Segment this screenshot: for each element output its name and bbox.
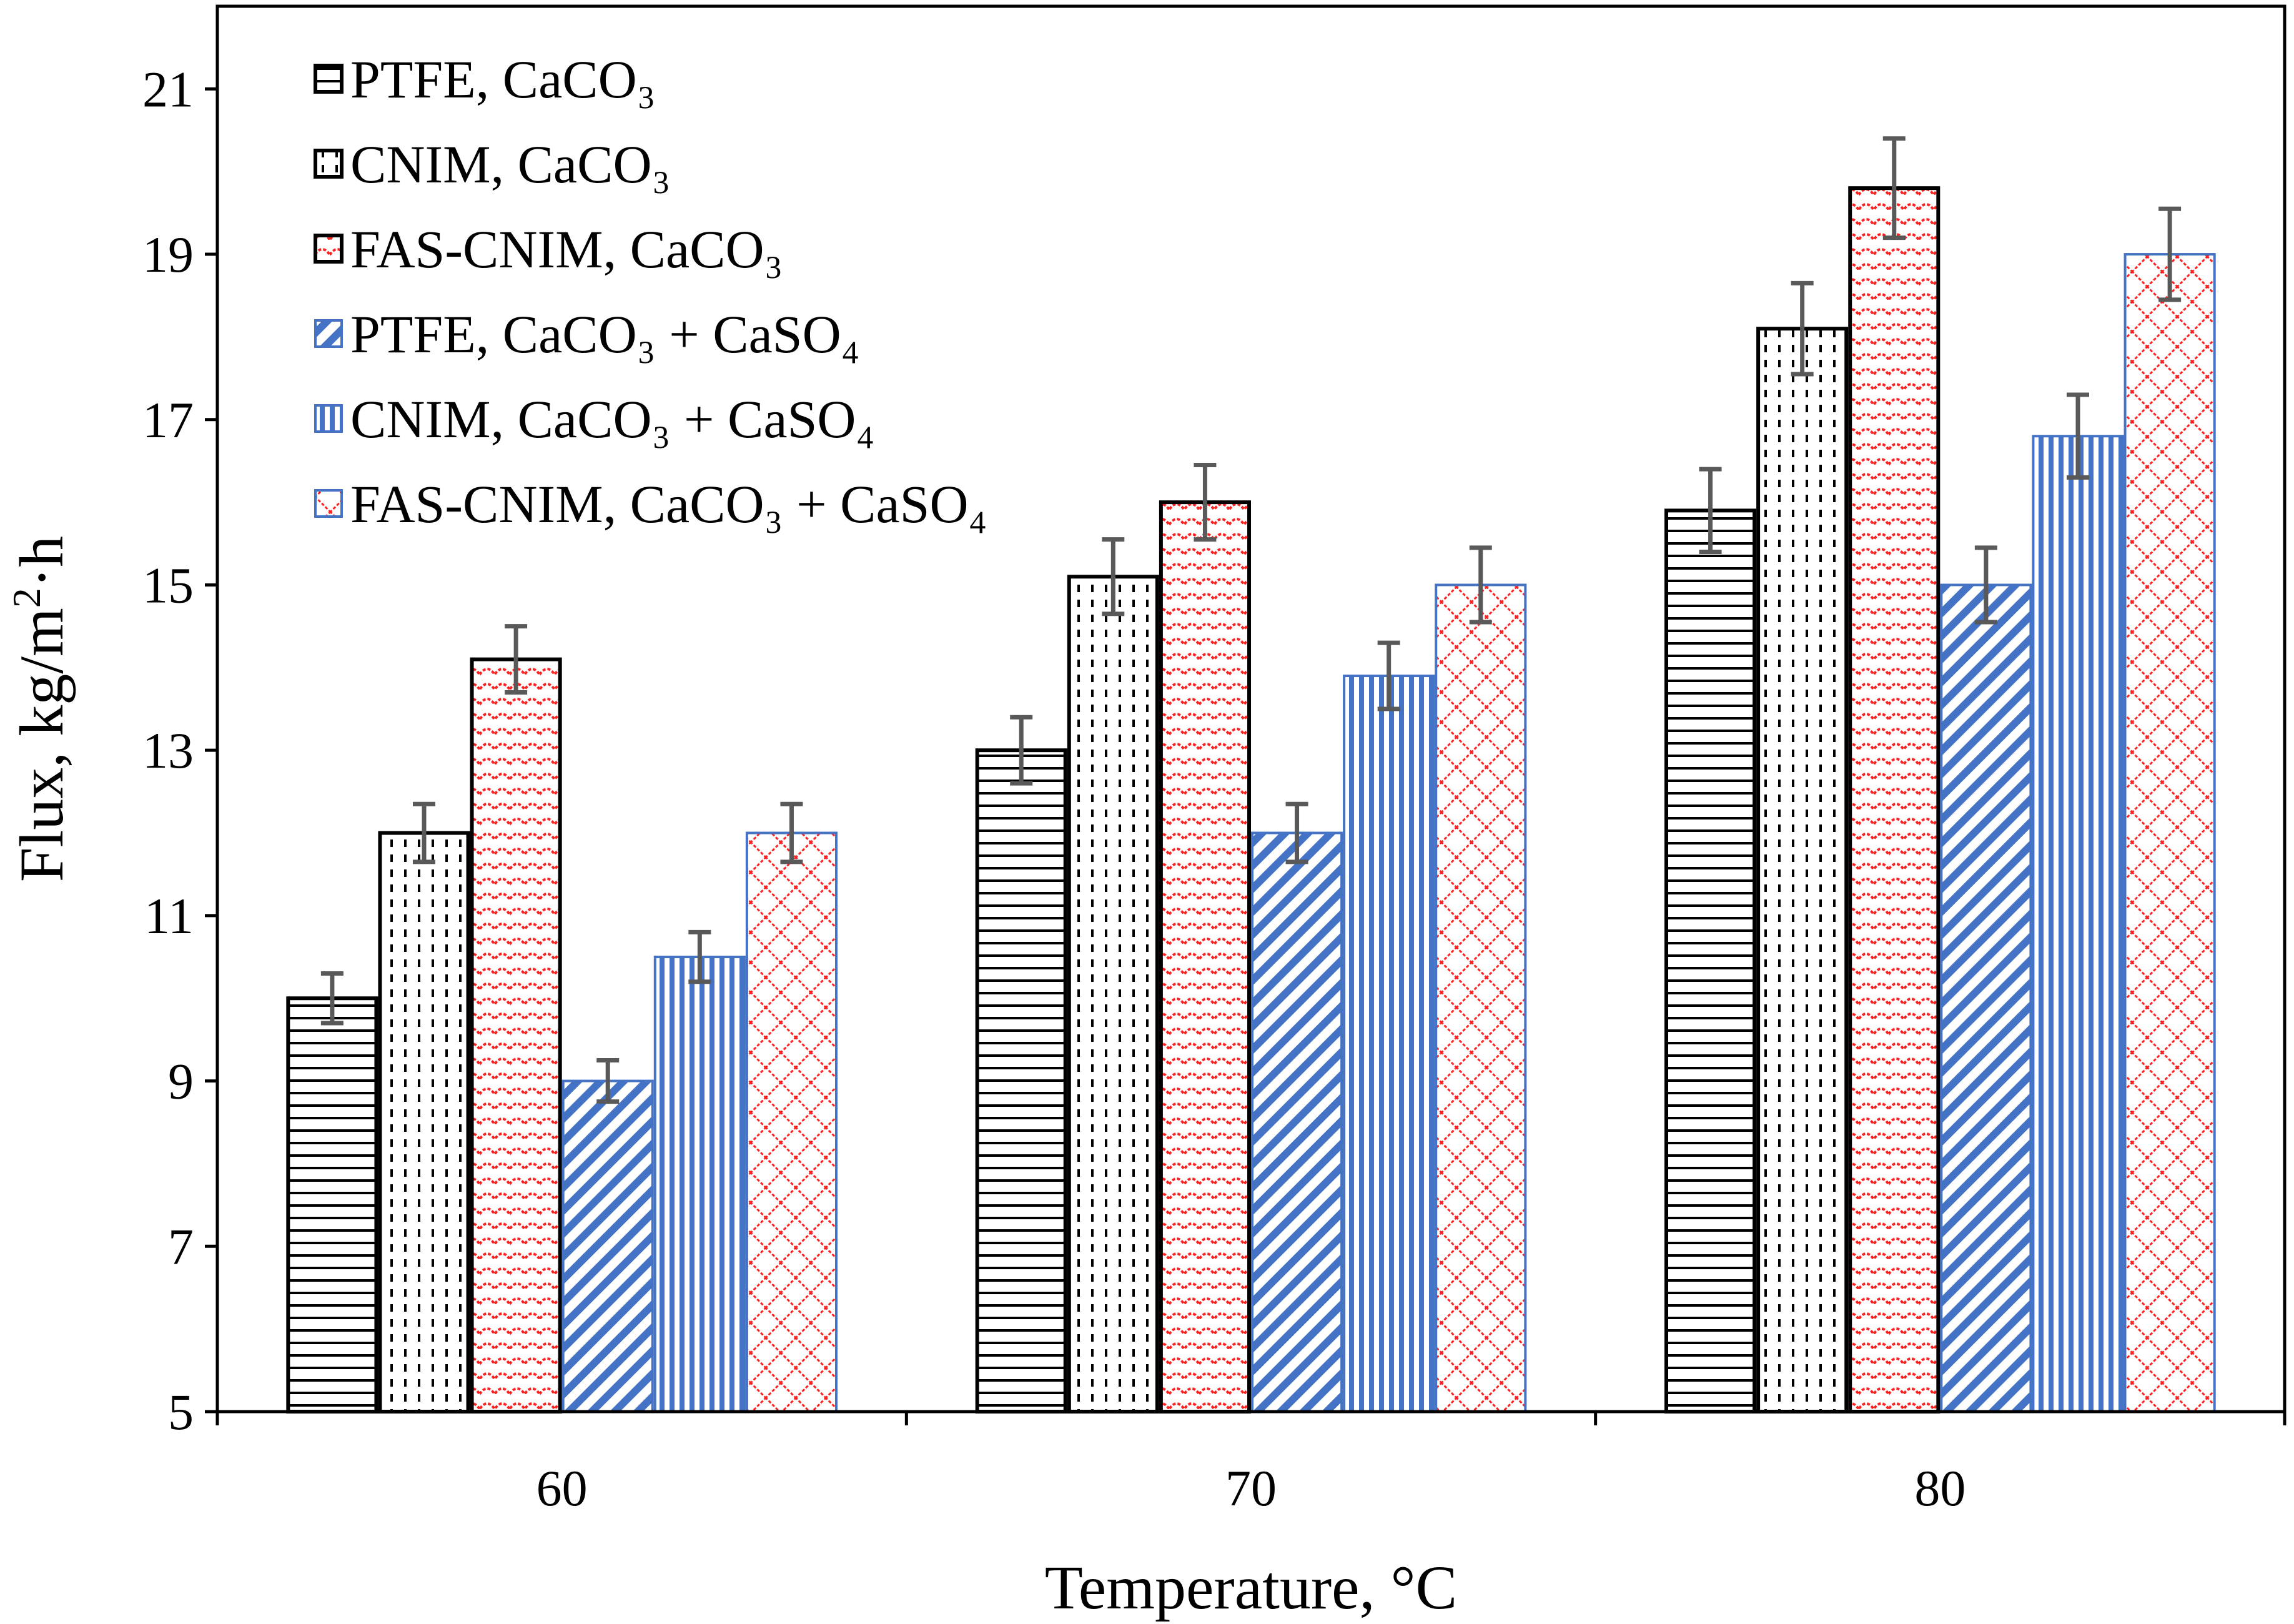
bar-80-series-1: [1664, 508, 1757, 1414]
y-axis-title-main: Flux, kg/m: [7, 608, 76, 882]
y-axis-ticks: 5 7 9 11 13 15 17 19 21: [142, 61, 217, 1440]
bar-70-series-6: [1435, 583, 1527, 1413]
y-tick-label: 13: [142, 722, 194, 779]
y-tick-label: 21: [142, 61, 194, 117]
legend-swatch-series-1: [314, 64, 344, 94]
bar-70-series-1: [975, 748, 1067, 1414]
bar-60-series-4: [561, 1079, 654, 1413]
bar-70-series-2: [1067, 575, 1159, 1414]
bar-80-series-5: [2032, 435, 2124, 1413]
legend-swatch-series-2: [314, 149, 344, 179]
bar-80-series-3: [1848, 186, 1941, 1414]
y-tick-label: 19: [142, 226, 194, 283]
bars-layer: [286, 186, 2216, 1414]
legend-swatch-series-3: [314, 234, 344, 264]
legend-label-series-2: CNIM, CaCO₃: [350, 134, 671, 194]
x-axis-title: Temperature, °C: [1045, 1553, 1458, 1622]
y-tick-label: 15: [142, 557, 194, 613]
x-tick-label: 80: [1914, 1460, 1965, 1517]
legend: PTFE, CaCO₃ CNIM, CaCO₃ FAS-CNIM, CaCO₃ PTF…: [314, 49, 987, 534]
bar-60-series-5: [653, 956, 746, 1413]
bar-60-series-3: [470, 657, 562, 1414]
x-axis-ticks: 60 70 80: [215, 1412, 2287, 1517]
y-tick-label: 5: [168, 1384, 194, 1440]
bar-70-series-3: [1159, 500, 1252, 1414]
bar-60-series-2: [378, 831, 470, 1414]
bar-60-series-1: [286, 996, 378, 1414]
y-tick-label: 17: [142, 392, 194, 448]
legend-label-series-6: FAS-CNIM, CaCO₃ + CaSO₄: [350, 474, 987, 534]
legend-swatch-series-6: [314, 489, 343, 518]
legend-swatch-series-5: [314, 404, 343, 433]
bar-60-series-6: [745, 831, 838, 1413]
bar-80-series-4: [1940, 583, 2032, 1413]
errorbars-layer: [320, 136, 2182, 1104]
bar-80-series-2: [1756, 327, 1849, 1414]
y-tick-label: 11: [144, 888, 194, 944]
bar-80-series-6: [2123, 253, 2216, 1413]
legend-label-series-5: CNIM, CaCO₃ + CaSO₄: [350, 389, 875, 449]
x-tick-label: 60: [536, 1460, 588, 1517]
y-axis-title-sup: 2: [4, 588, 49, 608]
y-axis-title-tail: ·h: [7, 536, 76, 588]
x-tick-label: 70: [1225, 1460, 1277, 1517]
legend-label-series-4: PTFE, CaCO₃ + CaSO₄: [350, 304, 860, 364]
bar-70-series-5: [1343, 675, 1435, 1413]
y-axis-title: Flux, kg/m2·h: [4, 536, 76, 882]
y-tick-label: 9: [168, 1053, 194, 1110]
legend-swatch-series-4: [314, 319, 343, 348]
bar-70-series-4: [1251, 831, 1343, 1413]
y-tick-label: 7: [168, 1218, 194, 1275]
legend-label-series-1: PTFE, CaCO₃: [350, 49, 656, 109]
legend-label-series-3: FAS-CNIM, CaCO₃: [350, 219, 783, 279]
